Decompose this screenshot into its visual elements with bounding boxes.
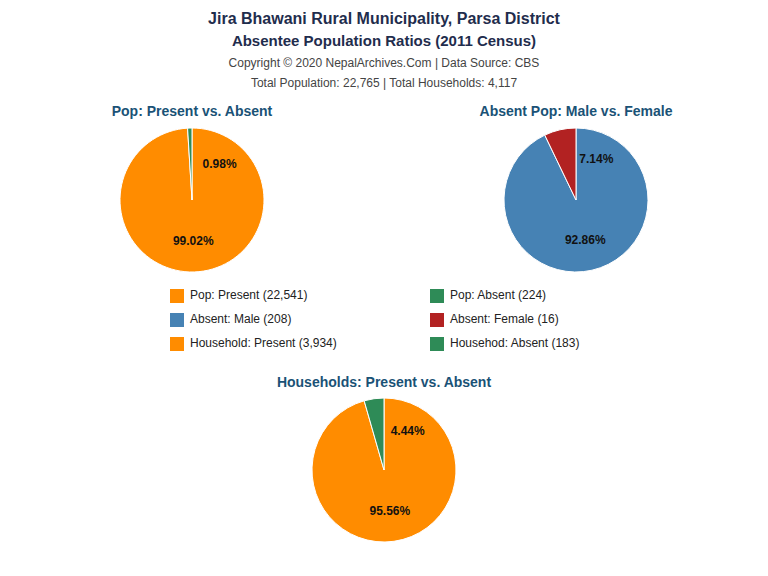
legend-entry: Absent: Female (16) — [450, 312, 559, 326]
data-label: 0.98% — [203, 157, 237, 171]
data-label: 7.14% — [579, 152, 613, 166]
legend: Pop: Present (22,541) Pop: Absent (224) Ab… — [170, 288, 579, 351]
legend-swatch — [430, 313, 444, 327]
legend-swatch — [170, 313, 184, 327]
legend-swatch — [170, 337, 184, 351]
legend-entry: Househod: Absent (183) — [450, 336, 579, 350]
pie-slice — [312, 398, 456, 542]
annotation: Total Population: 22,765 | Total Househo… — [251, 76, 518, 90]
legend-swatch — [170, 289, 184, 303]
pie-chart: Absent Pop: Male vs. Female 92.86% 7.14% — [480, 103, 673, 272]
pie-chart: Pop: Present vs. Absent 99.02% 0.98% — [112, 103, 273, 272]
pie-slice — [545, 128, 576, 200]
title: Jira Bhawani Rural Municipality, Parsa D… — [208, 10, 560, 27]
legend-swatch — [430, 337, 444, 351]
data-label: 95.56% — [369, 504, 410, 518]
data-label: 99.02% — [173, 234, 214, 248]
background — [0, 0, 768, 576]
annotation: Copyright © 2020 NepalArchives.Com | Dat… — [229, 56, 540, 70]
pie-slice — [188, 128, 192, 200]
chart-title: Households: Present vs. Absent — [277, 374, 492, 390]
data-label: 4.44% — [391, 424, 425, 438]
chart: Jira Bhawani Rural Municipality, Parsa D… — [0, 0, 768, 576]
chart-title: Absent Pop: Male vs. Female — [480, 103, 673, 119]
legend-entry: Absent: Male (208) — [190, 312, 291, 326]
pie-slice — [364, 398, 384, 470]
subtitle: Absentee Population Ratios (2011 Census) — [232, 32, 536, 49]
legend-entry: Pop: Absent (224) — [450, 288, 546, 302]
chart-title: Pop: Present vs. Absent — [112, 103, 273, 119]
legend-swatch — [430, 289, 444, 303]
data-label: 92.86% — [565, 233, 606, 247]
legend-entry: Household: Present (3,934) — [190, 336, 337, 350]
pie-chart: Households: Present vs. Absent 95.56% 4.44… — [277, 374, 492, 542]
pie-slice — [120, 128, 264, 272]
legend-entry: Pop: Present (22,541) — [190, 288, 307, 302]
pie-slice — [504, 128, 648, 272]
